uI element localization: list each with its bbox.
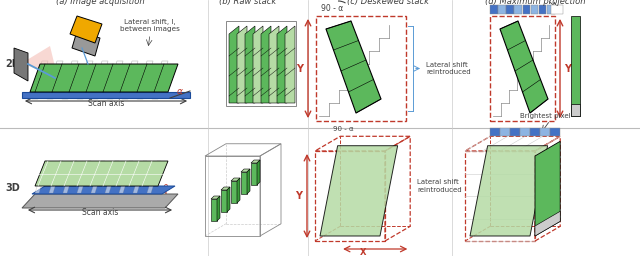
Polygon shape bbox=[326, 21, 381, 113]
Text: Lateral shift
reintroduced: Lateral shift reintroduced bbox=[417, 179, 462, 193]
Bar bbox=[571, 104, 580, 116]
Text: Scan axis: Scan axis bbox=[82, 208, 118, 217]
Polygon shape bbox=[500, 21, 548, 113]
Polygon shape bbox=[251, 160, 260, 163]
Polygon shape bbox=[251, 163, 257, 185]
Text: Y: Y bbox=[564, 63, 571, 73]
Polygon shape bbox=[540, 128, 550, 136]
Bar bbox=[531, 5, 538, 14]
Text: 2D: 2D bbox=[5, 59, 20, 69]
Polygon shape bbox=[22, 46, 58, 79]
Polygon shape bbox=[32, 61, 48, 99]
Text: 3D: 3D bbox=[5, 183, 20, 193]
Text: (c) Deskewed stack: (c) Deskewed stack bbox=[347, 0, 429, 6]
Polygon shape bbox=[122, 61, 138, 99]
Polygon shape bbox=[22, 92, 190, 98]
Polygon shape bbox=[152, 61, 168, 99]
Polygon shape bbox=[133, 161, 147, 193]
Polygon shape bbox=[147, 161, 161, 193]
Polygon shape bbox=[227, 187, 230, 212]
Polygon shape bbox=[269, 26, 279, 103]
Polygon shape bbox=[137, 61, 153, 99]
Text: α: α bbox=[177, 87, 183, 96]
Polygon shape bbox=[245, 26, 255, 103]
Polygon shape bbox=[231, 178, 240, 181]
Polygon shape bbox=[22, 194, 178, 208]
Polygon shape bbox=[261, 26, 271, 103]
Polygon shape bbox=[70, 16, 102, 43]
Polygon shape bbox=[211, 199, 217, 221]
Polygon shape bbox=[77, 61, 93, 99]
Polygon shape bbox=[257, 160, 260, 185]
Polygon shape bbox=[535, 141, 560, 236]
Polygon shape bbox=[119, 161, 133, 193]
Polygon shape bbox=[221, 190, 227, 212]
Polygon shape bbox=[14, 48, 28, 81]
Bar bbox=[490, 16, 555, 121]
Polygon shape bbox=[217, 196, 220, 221]
Bar bbox=[551, 5, 563, 14]
Bar bbox=[498, 5, 506, 14]
Polygon shape bbox=[490, 128, 500, 136]
Polygon shape bbox=[550, 128, 560, 136]
Polygon shape bbox=[35, 161, 168, 186]
Polygon shape bbox=[49, 161, 63, 193]
Polygon shape bbox=[107, 61, 123, 99]
Bar bbox=[539, 5, 547, 14]
Bar bbox=[522, 5, 530, 14]
Polygon shape bbox=[253, 26, 263, 103]
Polygon shape bbox=[35, 161, 49, 193]
Bar bbox=[571, 16, 580, 116]
Text: Y: Y bbox=[296, 63, 303, 73]
Polygon shape bbox=[510, 128, 520, 136]
Bar bbox=[490, 5, 498, 14]
Polygon shape bbox=[30, 64, 178, 92]
Polygon shape bbox=[77, 161, 91, 193]
Polygon shape bbox=[520, 128, 530, 136]
Polygon shape bbox=[221, 187, 230, 190]
Polygon shape bbox=[241, 169, 250, 172]
Bar bbox=[547, 5, 554, 14]
Polygon shape bbox=[535, 211, 560, 236]
Polygon shape bbox=[530, 128, 540, 136]
Text: (d) Maximum projection: (d) Maximum projection bbox=[484, 0, 585, 6]
Polygon shape bbox=[237, 178, 240, 203]
Polygon shape bbox=[500, 128, 510, 136]
Polygon shape bbox=[277, 26, 287, 103]
Text: (b) Raw stack: (b) Raw stack bbox=[220, 0, 276, 6]
Text: Scan axis: Scan axis bbox=[88, 99, 124, 108]
Polygon shape bbox=[241, 172, 247, 194]
Polygon shape bbox=[229, 26, 239, 103]
Polygon shape bbox=[91, 161, 105, 193]
Polygon shape bbox=[62, 61, 78, 99]
Bar bbox=[226, 21, 296, 106]
Polygon shape bbox=[92, 61, 108, 99]
Polygon shape bbox=[32, 186, 175, 194]
Bar bbox=[515, 5, 522, 14]
Polygon shape bbox=[231, 181, 237, 203]
Polygon shape bbox=[237, 26, 247, 103]
Polygon shape bbox=[72, 31, 100, 56]
Polygon shape bbox=[247, 169, 250, 194]
Text: 90 - α: 90 - α bbox=[321, 4, 343, 13]
Text: Y: Y bbox=[295, 191, 302, 201]
Bar bbox=[506, 5, 514, 14]
Polygon shape bbox=[285, 26, 295, 103]
Text: 90 - α: 90 - α bbox=[333, 126, 354, 132]
Text: θ: θ bbox=[163, 184, 168, 193]
Bar bbox=[316, 16, 406, 121]
Polygon shape bbox=[320, 146, 397, 236]
Polygon shape bbox=[63, 161, 77, 193]
Text: X: X bbox=[359, 248, 366, 256]
Text: Brightest pixel: Brightest pixel bbox=[520, 113, 570, 119]
Text: (a) Image acquisition: (a) Image acquisition bbox=[56, 0, 144, 6]
Polygon shape bbox=[470, 146, 548, 236]
Polygon shape bbox=[105, 161, 119, 193]
Text: Lateral shift, l,
between images: Lateral shift, l, between images bbox=[120, 19, 180, 32]
Polygon shape bbox=[211, 196, 220, 199]
Polygon shape bbox=[47, 61, 63, 99]
Text: Lateral shift
reintroduced: Lateral shift reintroduced bbox=[426, 62, 470, 75]
